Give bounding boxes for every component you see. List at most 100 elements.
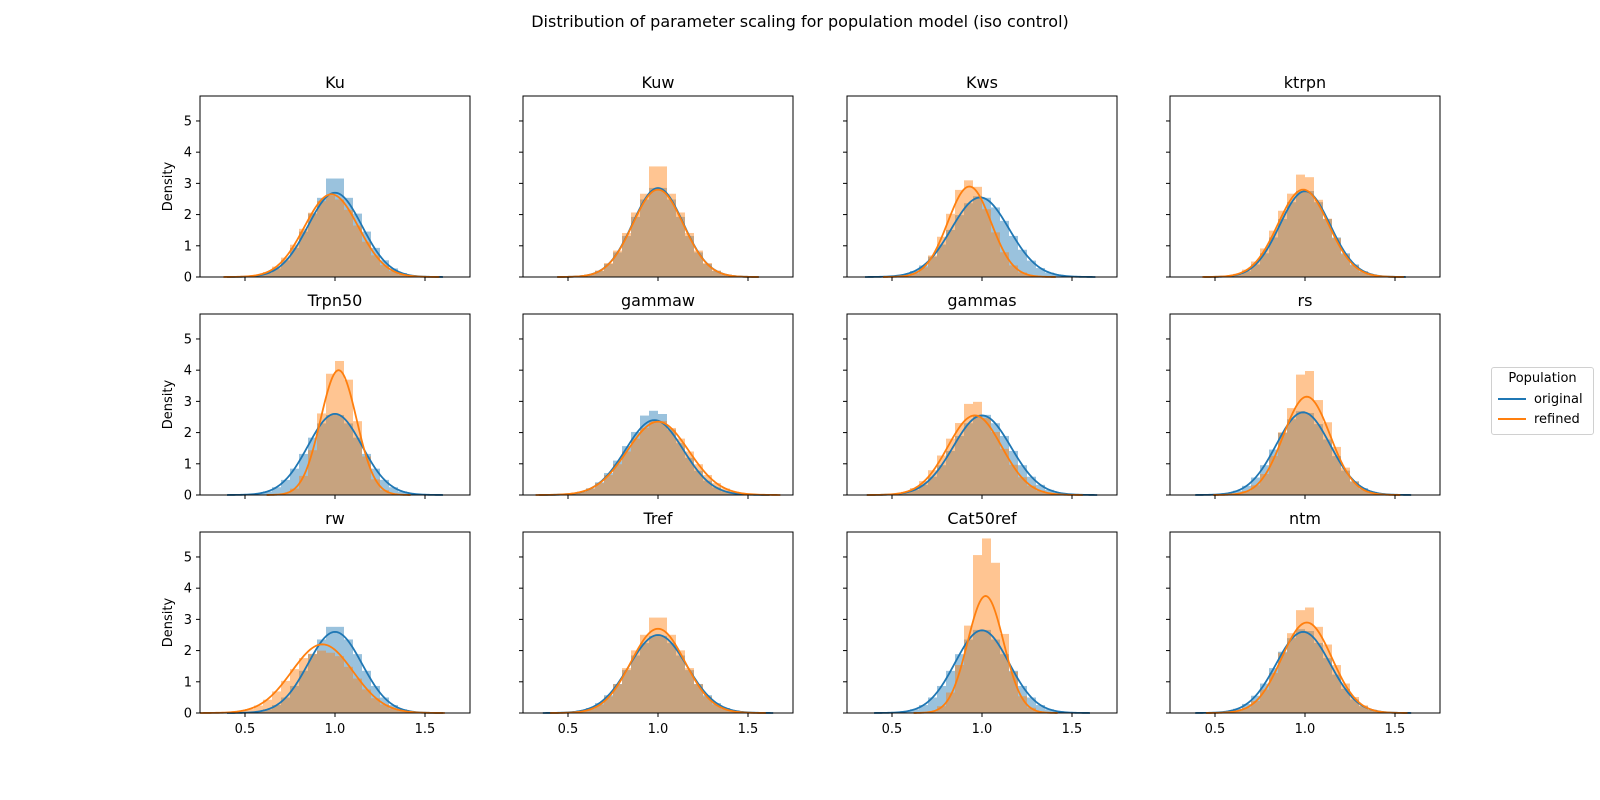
kde-line-refined (199, 643, 445, 714)
hist-bar-refined (919, 267, 928, 277)
hist-bar-refined (1269, 455, 1278, 495)
hist-bar-refined (362, 689, 371, 713)
hist-bar-original (1045, 709, 1054, 713)
hist-bar-original (613, 252, 622, 277)
y-tick-label: 0 (184, 489, 192, 504)
hist-bar-refined (1305, 177, 1314, 277)
hist-bar-refined (694, 684, 703, 713)
hist-bar-original (694, 683, 703, 713)
hist-bar-refined (1359, 271, 1368, 277)
hist-bar-refined (640, 193, 649, 277)
hist-bar-original (1018, 249, 1027, 277)
hist-bar-original (667, 199, 676, 277)
panel-title: Kws (966, 73, 998, 92)
hist-bar-refined (667, 193, 676, 277)
hist-bar-refined (649, 166, 658, 277)
legend-swatch-refined (1498, 418, 1526, 420)
legend-label-original: original (1534, 391, 1583, 407)
hist-bar-refined (613, 464, 622, 495)
hist-bar-original (1233, 490, 1242, 495)
panel-title: Tref (642, 509, 672, 528)
hist-bar-original (910, 709, 919, 713)
panel-ktrpn: ktrpn (1166, 73, 1441, 281)
hist-bar-original (1260, 465, 1269, 495)
hist-bar-refined (703, 696, 712, 713)
y-tick-label: 1 (184, 239, 192, 254)
hist-bar-original (371, 247, 380, 277)
hist-bar-refined (703, 475, 712, 495)
hist-bar-refined (380, 704, 389, 713)
hist-bar-refined (910, 488, 919, 495)
panel-gammaw: gammaw (519, 291, 794, 499)
hist-bar-original (622, 670, 631, 713)
hist-bar-original (1251, 695, 1260, 713)
hist-bar-original (1332, 674, 1341, 713)
hist-bar-original (712, 487, 721, 495)
panel-kuw: Kuw (519, 73, 794, 281)
hist-bar-refined (982, 209, 991, 277)
hist-bar-original (1350, 699, 1359, 713)
hist-bar-refined (595, 704, 604, 713)
kde-line-refined (549, 627, 767, 714)
hist-bar-original (1305, 631, 1314, 713)
hist-bar-refined (344, 209, 353, 277)
hist-bar-refined (389, 708, 398, 713)
hist-bar-refined (1287, 193, 1296, 277)
hist-bar-original (335, 414, 344, 495)
hist-bar-refined (685, 668, 694, 713)
hist-bar-original (344, 197, 353, 277)
hist-bar-refined (631, 212, 640, 277)
panel-rw: rw 0 1 2 3 4 5 Density 0.5 1.0 1.5 (161, 509, 471, 737)
hist-bar-refined (371, 698, 380, 713)
hist-bar-refined (1242, 491, 1251, 495)
hist-bar-original (991, 207, 1000, 277)
hist-bar-original (973, 629, 982, 713)
hist-bar-refined (1359, 489, 1368, 495)
hist-bar-original (1251, 264, 1260, 277)
y-tick-label: 1 (184, 457, 192, 472)
hist-bar-refined (991, 232, 1000, 277)
hist-bar-refined (344, 379, 353, 495)
hist-bar-refined (1296, 374, 1305, 495)
hist-bar-original (937, 244, 946, 277)
hist-bar-original (272, 705, 281, 713)
y-tick-label: 4 (184, 364, 192, 379)
hist-bar-refined (1350, 697, 1359, 713)
hist-bar-original (1359, 706, 1368, 713)
hist-bar-original (1323, 219, 1332, 277)
hist-bar-refined (658, 166, 667, 277)
hist-bar-refined (622, 668, 631, 713)
hist-bar-original (982, 629, 991, 713)
x-tick-label: 1.0 (325, 722, 346, 737)
hist-bar-refined (1260, 689, 1269, 713)
hist-bar-refined (640, 634, 649, 713)
hist-bar-original (1323, 658, 1332, 713)
hist-bar-refined (317, 201, 326, 277)
kde-line-refined (882, 185, 1056, 278)
hist-bar-original (272, 268, 281, 277)
kde-line-refined (1202, 188, 1405, 278)
y-tick-label: 2 (184, 644, 192, 659)
hist-bar-refined (317, 413, 326, 495)
hist-bar-original (604, 264, 613, 277)
hist-bar-original (631, 431, 640, 495)
hist-bar-original (973, 196, 982, 277)
hist-bar-original (964, 203, 973, 277)
hist-bar-refined (1287, 408, 1296, 495)
legend: Population original refined (1491, 367, 1594, 435)
hist-bar-original (631, 216, 640, 277)
y-tick-label: 3 (184, 177, 192, 192)
hist-bar-original (928, 697, 937, 713)
hist-bar-refined (964, 625, 973, 713)
hist-bar-refined (335, 199, 344, 277)
hist-bar-refined (595, 270, 604, 277)
x-tick-label: 0.5 (235, 722, 256, 737)
hist-bar-original (263, 273, 272, 277)
panel-ku: Ku 0 1 2 3 4 5 Density (161, 73, 471, 286)
hist-bar-refined (955, 189, 964, 277)
y-tick-label: 1 (184, 675, 192, 690)
hist-bar-refined (721, 709, 730, 713)
hist-bar-original (676, 216, 685, 277)
hist-bar-original (362, 453, 371, 495)
panel-rs: rs (1166, 291, 1441, 499)
